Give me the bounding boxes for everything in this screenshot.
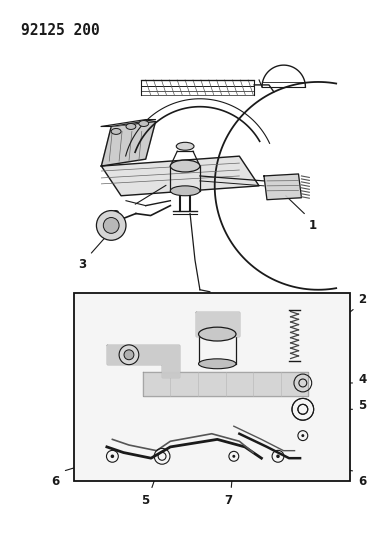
Ellipse shape: [170, 160, 200, 172]
Text: 4: 4: [358, 373, 366, 386]
Polygon shape: [107, 345, 179, 377]
Circle shape: [301, 434, 304, 437]
Text: 1: 1: [308, 219, 317, 231]
Text: 2: 2: [358, 293, 366, 306]
Text: 5: 5: [141, 494, 150, 507]
Text: 3: 3: [79, 258, 87, 271]
Text: 6: 6: [52, 475, 60, 488]
Ellipse shape: [198, 327, 236, 341]
Ellipse shape: [139, 120, 149, 126]
Text: 4: 4: [82, 295, 90, 308]
Text: 5: 5: [358, 399, 366, 412]
Circle shape: [103, 217, 119, 233]
Ellipse shape: [126, 124, 136, 130]
Polygon shape: [143, 372, 308, 396]
Circle shape: [276, 455, 280, 458]
Polygon shape: [102, 122, 156, 166]
Ellipse shape: [170, 186, 200, 196]
Polygon shape: [264, 174, 301, 200]
Circle shape: [110, 455, 114, 458]
Circle shape: [96, 211, 126, 240]
Polygon shape: [196, 312, 239, 336]
Ellipse shape: [198, 359, 236, 369]
Bar: [74, 293, 350, 481]
Text: 6: 6: [358, 475, 366, 488]
Text: 2: 2: [111, 208, 119, 222]
Circle shape: [119, 345, 139, 365]
Circle shape: [232, 455, 235, 458]
Circle shape: [124, 350, 134, 360]
Ellipse shape: [111, 128, 121, 134]
Ellipse shape: [176, 142, 194, 150]
Text: 92125 200: 92125 200: [21, 22, 99, 37]
Text: 7: 7: [224, 494, 232, 507]
Polygon shape: [102, 156, 259, 196]
Polygon shape: [102, 119, 156, 126]
